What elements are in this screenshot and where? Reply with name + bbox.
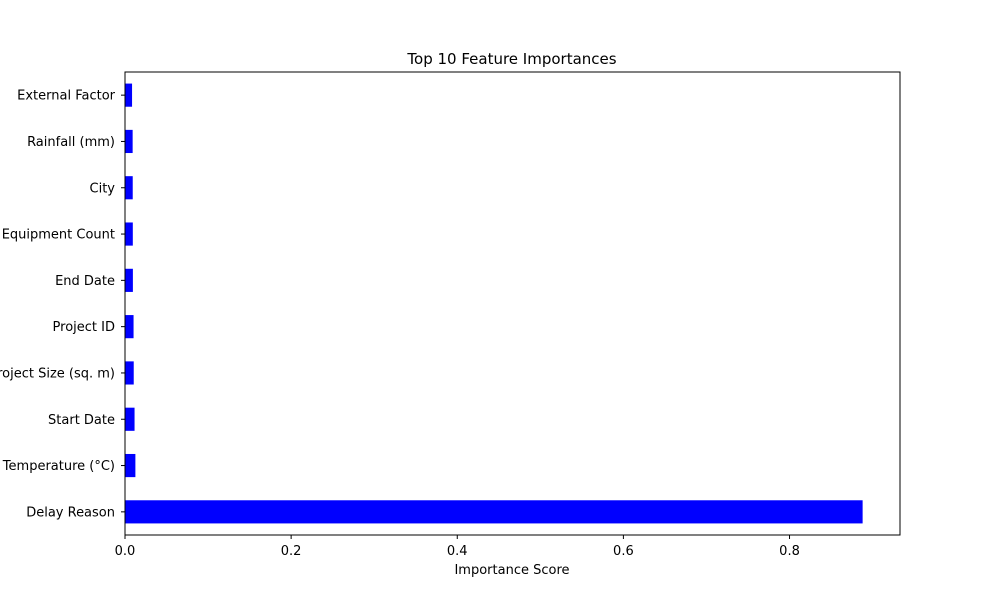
y-tick-label-8: Rainfall (mm) — [27, 135, 115, 150]
bar-7 — [125, 176, 133, 200]
y-tick-label-0: Delay Reason — [26, 505, 115, 520]
bar-0 — [125, 500, 863, 524]
y-axis: Delay Reason Temperature (°C) Start Date Pr… — [0, 89, 125, 520]
x-tick-label-4: 0.8 — [779, 544, 800, 559]
x-axis-label: Importance Score — [454, 563, 569, 578]
y-tick-label-2: Start Date — [48, 413, 115, 428]
x-tick-label-1: 0.2 — [281, 544, 302, 559]
bar-9 — [125, 83, 133, 107]
bars-group — [125, 83, 863, 524]
bar-8 — [125, 129, 133, 154]
x-axis: 0.0 0.2 0.4 0.6 0.8 — [115, 535, 800, 559]
y-tick-label-4: Project ID — [53, 320, 115, 335]
y-tick-label-7: City — [90, 181, 116, 196]
x-tick-label-0: 0.0 — [115, 544, 136, 559]
chart-title: Top 10 Feature Importances — [406, 50, 616, 68]
y-tick-label-1: Temperature (°C) — [2, 459, 115, 474]
bar-3 — [125, 361, 134, 385]
x-tick-label-2: 0.4 — [447, 544, 468, 559]
bar-6 — [125, 222, 133, 246]
x-tick-label-3: 0.6 — [613, 544, 634, 559]
plot-frame — [124, 71, 901, 536]
y-tick-label-6: Equipment Count — [2, 228, 115, 243]
y-tick-label-5: End Date — [55, 274, 115, 289]
y-tick-label-9: External Factor — [17, 89, 116, 104]
bar-4 — [125, 315, 134, 339]
bar-2 — [125, 407, 135, 431]
bar-1 — [125, 453, 136, 478]
bar-5 — [125, 268, 133, 292]
y-tick-label-3: Project Size (sq. m) — [0, 366, 115, 381]
